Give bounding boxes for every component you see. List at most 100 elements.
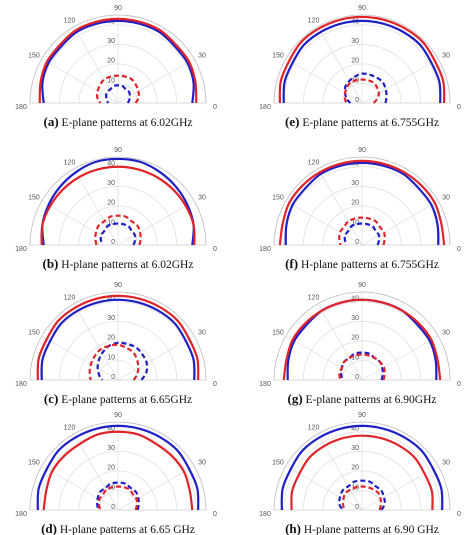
- theta-tick-label: 180: [259, 246, 271, 253]
- pattern-curve: [343, 78, 381, 104]
- polar-frame: [273, 14, 451, 104]
- theta-tick-label: 150: [272, 52, 284, 59]
- r-tick-label: 40: [351, 426, 359, 433]
- polar-plot: 01020304003090120150180(f) H-plane patte…: [259, 147, 461, 271]
- theta-tick-label: 150: [28, 194, 40, 201]
- pattern-curve: [40, 298, 196, 381]
- theta-tick-label: 30: [198, 194, 206, 201]
- theta-grid-line: [73, 303, 119, 381]
- theta-grid-line: [117, 58, 195, 104]
- polar-plot: 01020304003090120150180(e) E-plane patte…: [259, 5, 461, 129]
- theta-tick-label: 30: [442, 329, 450, 336]
- caption: (h) H-plane patterns at 6.90 GHz: [285, 521, 439, 535]
- theta-grid-line: [317, 303, 363, 381]
- theta-tick-label: 150: [272, 459, 284, 466]
- pattern-curve: [338, 479, 386, 511]
- r-tick-label: 30: [351, 445, 359, 452]
- caption: (c) E-plane patterns at 6.65GHz: [44, 391, 192, 406]
- pattern-curve: [97, 485, 139, 511]
- caption-label: (e): [285, 114, 299, 129]
- caption: (g) E-plane patterns at 6.90GHz: [288, 391, 437, 406]
- r-tick-label: 20: [107, 200, 115, 207]
- theta-grid-line: [285, 335, 363, 381]
- theta-grid-line: [73, 168, 119, 246]
- polar-plot: 01020304003090120150180(b) H-plane patte…: [15, 147, 217, 271]
- theta-tick-label: 120: [64, 425, 76, 432]
- caption-label: (g): [288, 391, 303, 406]
- polar-plot: 01020304003090120150180(d) H-plane patte…: [15, 412, 217, 535]
- r-tick-label: 20: [351, 465, 359, 472]
- theta-tick-label: 90: [114, 412, 122, 419]
- pattern-curve: [284, 161, 440, 246]
- caption: (f) H-plane patterns at 6.755GHz: [285, 256, 439, 271]
- theta-tick-label: 150: [28, 52, 40, 59]
- theta-tick-label: 120: [308, 18, 320, 25]
- r-tick-label: 40: [107, 161, 115, 168]
- theta-grid-line: [73, 433, 119, 511]
- pattern-curve: [341, 485, 383, 511]
- theta-tick-label: 120: [308, 295, 320, 302]
- caption-text: H-plane patterns at 6.65 GHz: [60, 524, 195, 535]
- r-tick-label: 20: [107, 335, 115, 342]
- polar-frame: [29, 156, 207, 246]
- pattern-curve: [290, 434, 434, 511]
- caption-text: E-plane patterns at 6.65GHz: [61, 394, 192, 406]
- pattern-curve: [96, 341, 149, 381]
- theta-tick-label: 0: [457, 511, 461, 518]
- polar-frame: [29, 291, 207, 381]
- theta-tick-label: 120: [308, 160, 320, 167]
- theta-tick-label: 150: [272, 329, 284, 336]
- theta-tick-label: 180: [259, 104, 271, 111]
- theta-tick-label: 120: [64, 295, 76, 302]
- theta-grid-line: [41, 465, 119, 511]
- r-tick-label: 30: [107, 180, 115, 187]
- theta-tick-label: 180: [15, 104, 27, 111]
- theta-tick-label: 180: [259, 511, 271, 518]
- theta-grid-line: [361, 335, 439, 381]
- caption-label: (d): [41, 521, 57, 535]
- pattern-curve: [41, 19, 195, 104]
- r-tick-label: 10: [107, 354, 115, 361]
- pattern-curve: [282, 19, 442, 104]
- theta-tick-label: 30: [198, 329, 206, 336]
- pattern-curve: [338, 353, 386, 381]
- pattern-curve: [36, 424, 200, 511]
- caption: (b) H-plane patterns at 6.02GHz: [43, 256, 194, 271]
- theta-tick-label: 0: [457, 246, 461, 253]
- r-tick-label: 30: [107, 445, 115, 452]
- polar-frame: [29, 14, 207, 104]
- theta-grid-line: [361, 58, 439, 104]
- pattern-curve: [105, 84, 131, 104]
- theta-grid-line: [285, 200, 363, 246]
- r-tick-label: 30: [351, 180, 359, 187]
- theta-tick-label: 180: [15, 246, 27, 253]
- theta-tick-label: 150: [28, 329, 40, 336]
- pattern-curve: [42, 430, 194, 511]
- theta-tick-label: 0: [213, 381, 217, 388]
- pattern-curve: [94, 214, 142, 246]
- theta-tick-label: 90: [358, 5, 366, 12]
- theta-grid-line: [285, 58, 363, 104]
- theta-tick-label: 120: [64, 18, 76, 25]
- caption-text: H-plane patterns at 6.90 GHz: [304, 524, 439, 535]
- r-tick-label: 20: [351, 58, 359, 65]
- polar-plot: 01020304003090120150180(h) H-plane patte…: [259, 412, 461, 535]
- caption-text: H-plane patterns at 6.02GHz: [61, 259, 193, 271]
- r-tick-label: 30: [107, 315, 115, 322]
- polar-frame: [273, 421, 451, 511]
- theta-tick-label: 90: [114, 147, 122, 154]
- theta-tick-label: 180: [15, 511, 27, 518]
- polar-frame: [29, 421, 207, 511]
- theta-grid-line: [361, 200, 439, 246]
- theta-tick-label: 150: [28, 459, 40, 466]
- theta-tick-label: 90: [358, 282, 366, 289]
- caption-text: E-plane patterns at 6.90GHz: [306, 394, 437, 406]
- pattern-curve: [95, 74, 141, 104]
- caption-text: E-plane patterns at 6.02GHz: [62, 117, 193, 129]
- r-tick-label: 10: [351, 219, 359, 226]
- r-tick-label: 20: [351, 335, 359, 342]
- pattern-curve: [343, 72, 388, 104]
- theta-tick-label: 30: [442, 459, 450, 466]
- theta-tick-label: 180: [259, 381, 271, 388]
- theta-tick-label: 180: [15, 381, 27, 388]
